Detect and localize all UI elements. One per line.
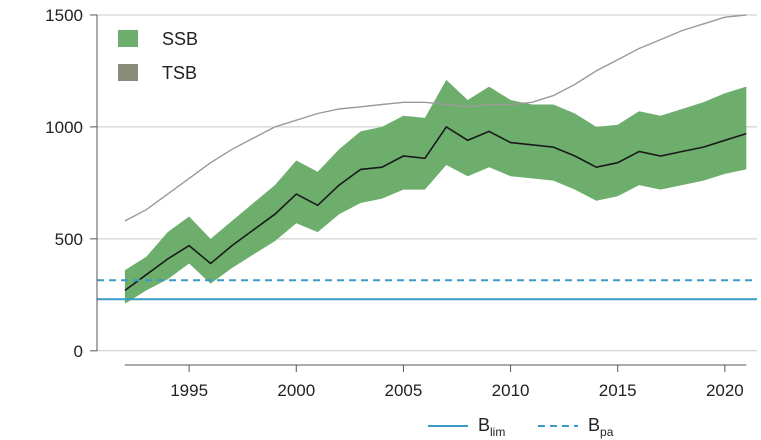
ssb-band-layer (124, 79, 747, 304)
axes: 0 500 1000 1500 1995 2000 2005 2010 2015 2020 (45, 6, 747, 400)
legend-swatch-tsb (118, 64, 138, 81)
x-tick-label: 2000 (277, 381, 315, 400)
y-tick-label: 0 (74, 342, 83, 361)
y-tick-label: 1500 (45, 6, 83, 25)
x-tick-label: 2020 (706, 381, 744, 400)
legend-swatch-ssb (118, 30, 138, 47)
x-tick-label: 1995 (170, 381, 208, 400)
ssb-confidence-band (124, 79, 747, 304)
legend-label-main: B (478, 415, 490, 435)
legend-bottom: Blim Bpa (428, 415, 614, 439)
x-tick-label: 2010 (492, 381, 530, 400)
legend-label-subscript: lim (490, 425, 505, 439)
legend-label-ssb: SSB (162, 29, 198, 49)
legend-label-tsb: TSB (162, 63, 197, 83)
legend-label-subscript: pa (600, 425, 614, 439)
series-line-layer (124, 14, 747, 292)
tsb-line (124, 14, 747, 222)
reference-line-layer (97, 279, 757, 301)
x-tick-label: 2015 (599, 381, 637, 400)
legend-label-bpa: Bpa (588, 415, 614, 439)
ssb-median-line (124, 125, 747, 292)
legend-top: SSB TSB (118, 29, 198, 83)
legend-label-blim: Blim (478, 415, 505, 439)
x-tick-label: 2005 (385, 381, 423, 400)
y-tick-label: 500 (55, 230, 83, 249)
y-tick-label: 1000 (45, 118, 83, 137)
legend-label-main: B (588, 415, 600, 435)
